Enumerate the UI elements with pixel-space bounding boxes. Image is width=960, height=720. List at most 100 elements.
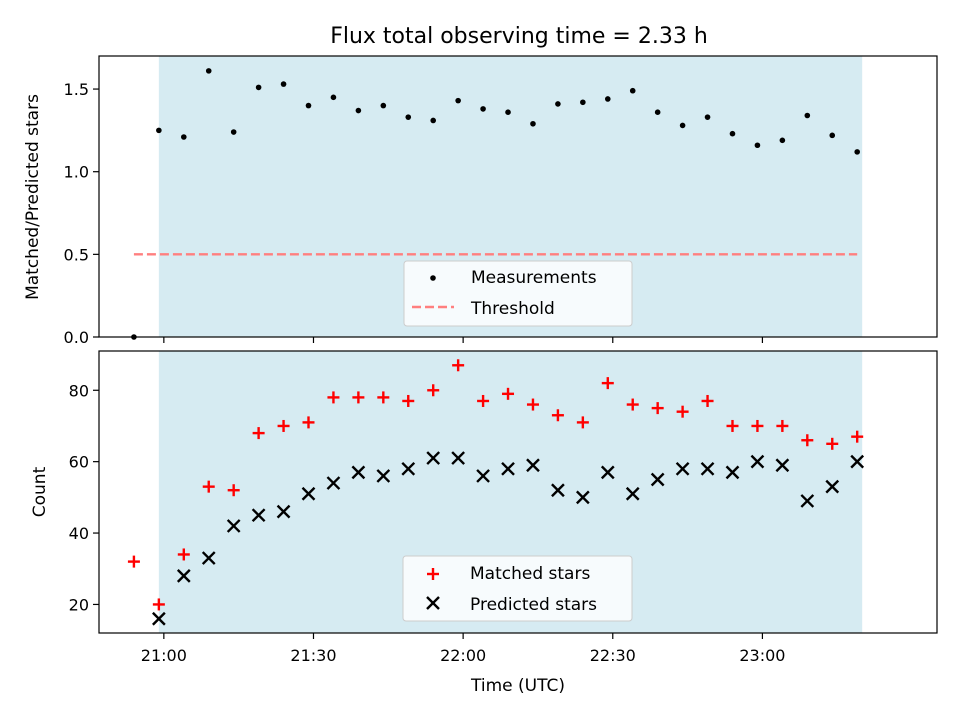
measurement-point bbox=[355, 107, 362, 114]
x-tick-label: 22:00 bbox=[440, 646, 486, 665]
y-tick-label: 60 bbox=[69, 453, 89, 472]
predicted-stars-point bbox=[201, 551, 216, 565]
matched-stars-point bbox=[626, 398, 639, 411]
predicted-stars-point bbox=[800, 494, 815, 508]
measurement-point bbox=[505, 109, 511, 115]
y-tick-label: 0.5 bbox=[64, 245, 89, 264]
x-tick-label: 21:00 bbox=[141, 646, 187, 665]
legend-label-predicted: Predicted stars bbox=[470, 595, 597, 615]
matched-stars-point bbox=[526, 398, 539, 411]
y-tick-label: 1.0 bbox=[64, 163, 89, 182]
matched-stars-point bbox=[252, 427, 265, 440]
predicted-stars-point bbox=[376, 469, 391, 483]
measurement-point bbox=[804, 112, 811, 119]
predicted-stars-point bbox=[675, 461, 690, 476]
matched-stars-point bbox=[776, 419, 789, 432]
matched-stars-point bbox=[327, 391, 340, 404]
measurement-point bbox=[330, 94, 337, 101]
measurement-point bbox=[604, 96, 611, 102]
predicted-stars-point bbox=[426, 451, 441, 465]
matched-stars-point bbox=[452, 359, 465, 372]
y-tick-label: 20 bbox=[69, 595, 89, 614]
matched-stars-point bbox=[377, 391, 390, 404]
legend-label-measurements: Measurements bbox=[471, 268, 597, 288]
matched-stars-point bbox=[676, 405, 689, 418]
predicted-stars-point bbox=[226, 519, 241, 533]
measurement-point bbox=[180, 134, 187, 140]
predicted-stars-point bbox=[301, 486, 316, 501]
predicted-stars-point bbox=[276, 504, 291, 519]
count-panel-frame bbox=[98, 350, 938, 634]
x-tick-label: 21:30 bbox=[290, 646, 336, 665]
legend-plus-marker bbox=[427, 568, 439, 580]
chart-title: Flux total observing time = 2.33 h bbox=[330, 24, 708, 49]
measurement-point bbox=[654, 109, 661, 115]
predicted-stars-point bbox=[326, 476, 341, 490]
matched-stars-point bbox=[352, 391, 365, 404]
predicted-stars-point bbox=[850, 454, 865, 469]
predicted-stars-point bbox=[476, 469, 490, 483]
matched-stars-point bbox=[477, 394, 490, 407]
measurement-point bbox=[580, 99, 586, 106]
count-legend: Matched stars Predicted stars bbox=[402, 555, 633, 622]
measurement-point bbox=[255, 84, 262, 91]
measurement-point bbox=[480, 106, 486, 112]
matched-stars-point bbox=[277, 419, 290, 432]
predicted-stars-point bbox=[401, 461, 416, 476]
matched-stars-point bbox=[127, 555, 140, 568]
ratio-panel: 0.0 0.5 1.0 1.5 Matched/Predicted stars Mea… bbox=[23, 55, 938, 347]
matched-stars-point bbox=[801, 434, 814, 447]
matched-stars-point bbox=[177, 548, 190, 561]
matched-stars-point bbox=[427, 384, 440, 397]
predicted-stars-point bbox=[526, 458, 540, 473]
x-axis-label: Time (UTC) bbox=[470, 676, 565, 696]
predicted-stars-point bbox=[152, 611, 166, 626]
matched-stars-point bbox=[826, 437, 839, 450]
matched-stars-point bbox=[576, 416, 589, 429]
measurement-point bbox=[530, 120, 536, 127]
measurement-point bbox=[455, 97, 461, 104]
matched-stars-point bbox=[302, 416, 315, 429]
measurement-point bbox=[629, 87, 636, 94]
y-tick-label: 80 bbox=[69, 381, 89, 400]
predicted-stars-point bbox=[775, 458, 790, 473]
y-tick-label: 40 bbox=[69, 524, 89, 543]
legend-label-matched: Matched stars bbox=[470, 564, 590, 584]
measurement-point bbox=[754, 142, 761, 149]
x-tick-label: 23:00 bbox=[739, 646, 785, 665]
measurement-point bbox=[205, 68, 212, 74]
measurement-point bbox=[380, 102, 387, 109]
legend-dot-marker bbox=[430, 275, 436, 281]
predicted-stars-point bbox=[501, 461, 515, 476]
matched-stars-point bbox=[701, 394, 714, 407]
measurement-point bbox=[280, 81, 287, 87]
matched-stars-point bbox=[502, 387, 515, 400]
measurement-point bbox=[430, 117, 437, 124]
predicted-stars-point bbox=[725, 465, 740, 480]
matched-stars-point bbox=[751, 419, 764, 432]
matched-stars-point bbox=[601, 377, 614, 390]
predicted-stars-point bbox=[551, 483, 565, 498]
measurement-point bbox=[230, 129, 237, 135]
predicted-stars-point bbox=[351, 465, 366, 480]
matched-stars-point bbox=[227, 484, 240, 497]
predicted-stars-point bbox=[451, 451, 465, 465]
x-tick-label: 22:30 bbox=[590, 646, 636, 665]
legend-label-threshold: Threshold bbox=[470, 299, 555, 319]
predicted-stars-point bbox=[625, 486, 640, 501]
predicted-stars-point bbox=[251, 508, 266, 523]
ratio-legend: Measurements Threshold bbox=[403, 260, 633, 327]
measurement-point bbox=[729, 130, 736, 137]
ratio-panel-frame bbox=[98, 55, 938, 338]
legend-x-marker bbox=[426, 596, 440, 610]
predicted-stars-point bbox=[176, 569, 191, 583]
measurement-point bbox=[854, 149, 860, 155]
matched-stars-point bbox=[726, 419, 739, 432]
measurement-point bbox=[779, 137, 786, 144]
measurement-point bbox=[704, 114, 711, 120]
matched-stars-point bbox=[651, 402, 664, 415]
count-y-label: Count bbox=[30, 466, 50, 517]
matched-stars-point bbox=[551, 409, 564, 422]
